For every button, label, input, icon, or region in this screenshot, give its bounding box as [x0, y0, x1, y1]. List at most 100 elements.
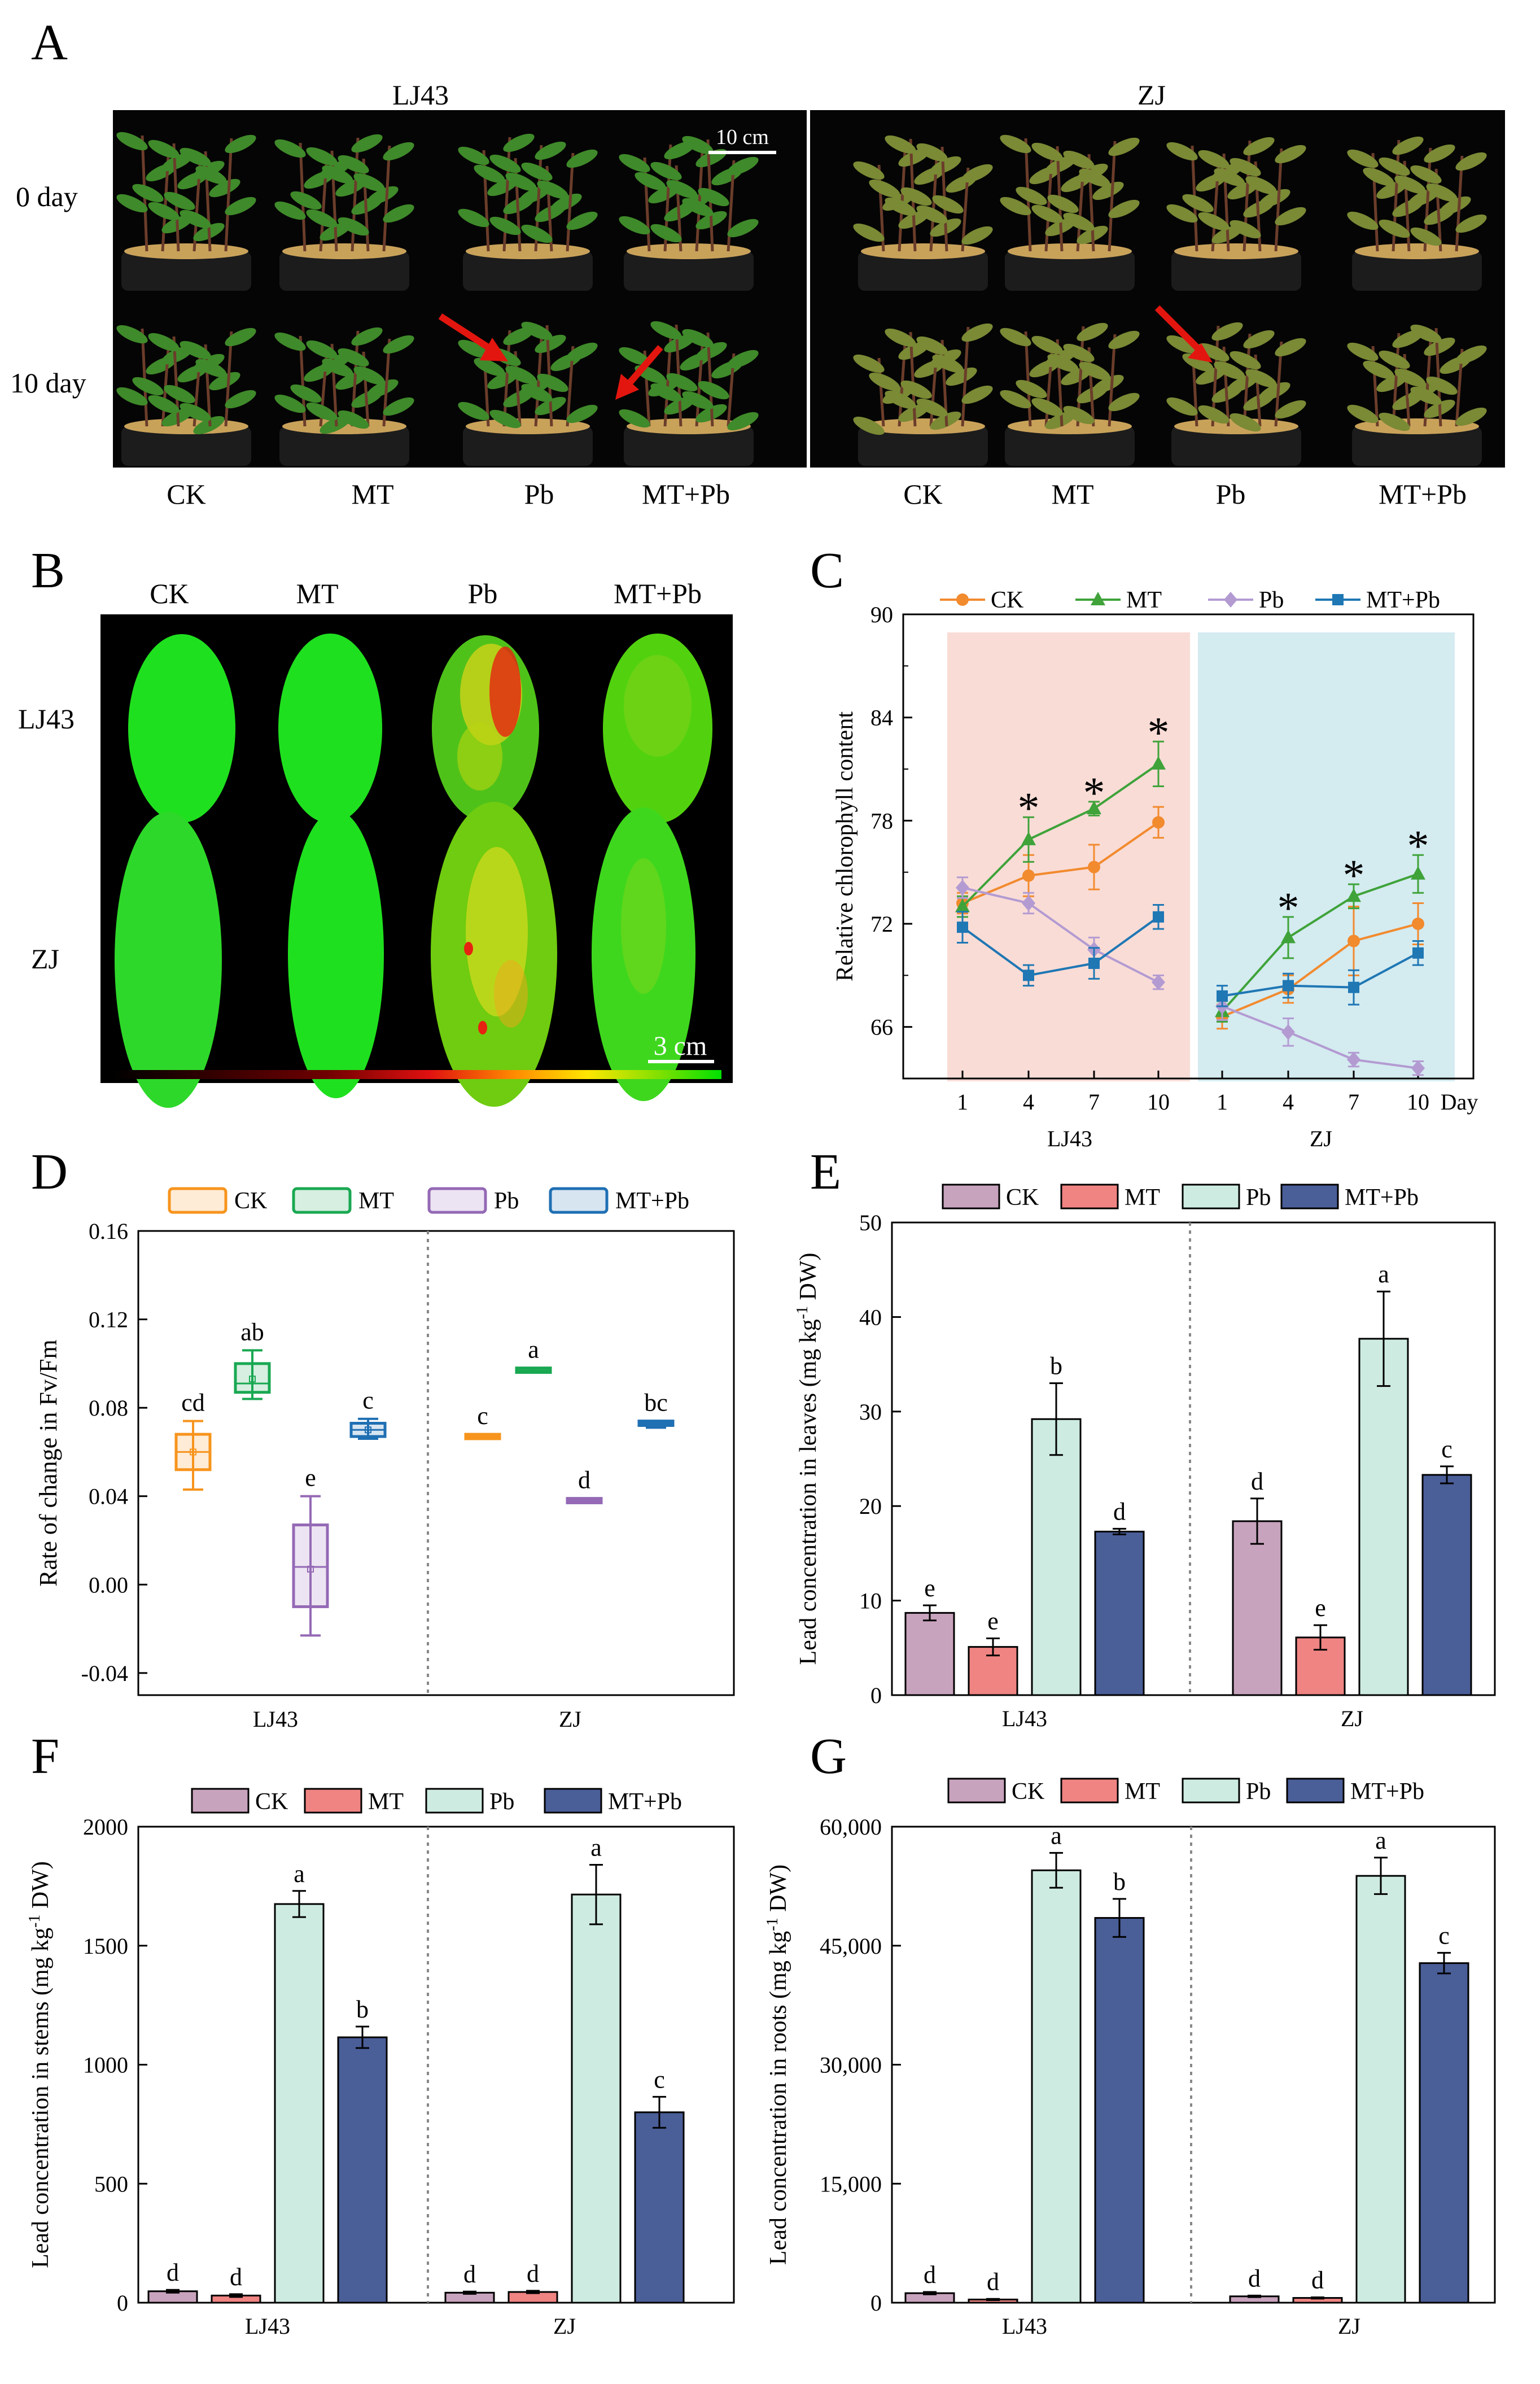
soil: [627, 418, 751, 434]
y-tick-label: 0.04: [89, 1484, 128, 1509]
leaf: [322, 165, 353, 184]
legend-label: MT+Pb: [608, 1789, 682, 1815]
legend-label: MT+Pb: [1345, 1185, 1419, 1211]
bar-lj43-ck: d: [147, 2259, 198, 2304]
leaf: [682, 391, 714, 410]
leaf: [132, 377, 164, 396]
stem: [706, 332, 714, 427]
leaf: [1031, 142, 1063, 161]
bar-lj43-pb: a: [274, 1860, 325, 2304]
y-tick-label: 1000: [83, 2053, 128, 2078]
box-lj43-mt: ab: [234, 1318, 271, 1400]
leaf: [650, 224, 682, 243]
legend-label: CK: [1012, 1779, 1044, 1805]
leaf: [1230, 351, 1261, 370]
y-tick-label: 84: [870, 705, 893, 731]
leaf: [1063, 150, 1095, 169]
significance-letter: d: [1251, 1468, 1263, 1495]
significance-letter: ab: [240, 1318, 264, 1346]
series-mtpb: [957, 904, 1424, 1007]
panel-letter-c: C: [810, 543, 844, 599]
leaf: [505, 365, 537, 385]
leaf: [1063, 343, 1095, 363]
leaf: [521, 162, 553, 181]
plant-pot-photo: [116, 325, 256, 466]
x-tick-label: 10: [1147, 1089, 1170, 1115]
red-arrow-icon: [615, 345, 663, 400]
leaf: [537, 373, 568, 392]
leaf: [566, 404, 598, 423]
leaf: [1108, 330, 1140, 350]
leaf: [338, 410, 369, 429]
leaf: [535, 141, 566, 160]
chart-d-fvfm: -0.04 0.00 0.04 0.08 0.12 0.16 LJ43 ZJ Rate of c…: [34, 1187, 735, 1732]
plant-pot-photo: [1000, 134, 1140, 291]
panel-a-row-0day: 0 day: [16, 181, 78, 212]
leaf: [180, 147, 211, 167]
leaf: [961, 323, 993, 342]
leaf: [1182, 194, 1214, 213]
leaf-lj43-ck: [128, 634, 235, 823]
leaf: [619, 409, 650, 428]
legend: CK MT Pb MT+Pb: [940, 587, 1440, 613]
leaf: [682, 198, 714, 217]
leaf: [635, 172, 666, 191]
leaf: [619, 216, 650, 235]
data-point: [955, 898, 970, 912]
y-tick-label: 2000: [83, 1814, 128, 1840]
significance-star: *: [1407, 821, 1429, 870]
pot: [1171, 251, 1301, 291]
box-lj43-pb: e: [292, 1464, 329, 1637]
significance-letter: cd: [181, 1389, 205, 1417]
leaf: [727, 412, 759, 431]
leaf: [946, 367, 977, 386]
data-point: [957, 922, 968, 933]
box: [234, 1362, 271, 1394]
panel-b-row-lj43: LJ43: [18, 703, 75, 735]
leaf: [225, 197, 256, 216]
leaf: [306, 147, 338, 166]
x-tick-label: LJ43: [245, 2313, 290, 2339]
significance-star: *: [1018, 783, 1040, 832]
stem: [351, 330, 360, 427]
data-point: [1022, 869, 1035, 882]
legend-swatch: [1182, 1184, 1240, 1210]
y-tick-label: 30: [859, 1399, 882, 1425]
leaf: [961, 385, 993, 404]
significance-star: *: [1083, 768, 1105, 817]
leaf: [505, 172, 537, 191]
legend-label: MT: [368, 1789, 404, 1815]
series-line: [961, 763, 1160, 907]
legend-swatch: [549, 1187, 609, 1214]
panel-f: F 0 500 1000 1500 2000 LJ43 ZJ Lead concentrati…: [26, 1728, 735, 2339]
legend-swatch: [1182, 1778, 1240, 1804]
leaf: [148, 395, 180, 414]
data-point: [1224, 592, 1237, 608]
leaf: [148, 139, 180, 159]
significance-letter: a: [590, 1833, 602, 1861]
leaf: [458, 339, 489, 359]
y-tick-label: 30,000: [820, 2053, 882, 2078]
leaf: [853, 354, 885, 373]
leaf: [666, 180, 698, 199]
leaf: [225, 134, 256, 154]
data-point: [1332, 594, 1344, 605]
data-point: [1348, 935, 1360, 948]
significance-star: *: [1148, 708, 1170, 757]
panel-a-label-pb-lj43: Pb: [524, 478, 554, 510]
x-tick-label: LJ43: [253, 1706, 298, 1732]
leaf: [1410, 324, 1442, 343]
leaf: [1077, 322, 1108, 342]
x-tick-label: 4: [1283, 1089, 1294, 1115]
bar: [904, 1612, 955, 1696]
x-tick-label: LJ43: [1002, 2313, 1047, 2339]
legend: CK MT Pb MT+Pb: [191, 1788, 682, 1815]
legend: CK MT Pb MT+Pb: [168, 1187, 689, 1214]
panel-b-row-zj: ZJ: [31, 943, 59, 975]
leaf: [1275, 338, 1306, 357]
leaf: [116, 387, 148, 406]
y-tick-label: 500: [94, 2171, 128, 2197]
significance-letter: d: [578, 1466, 590, 1494]
leaf: [682, 136, 714, 155]
